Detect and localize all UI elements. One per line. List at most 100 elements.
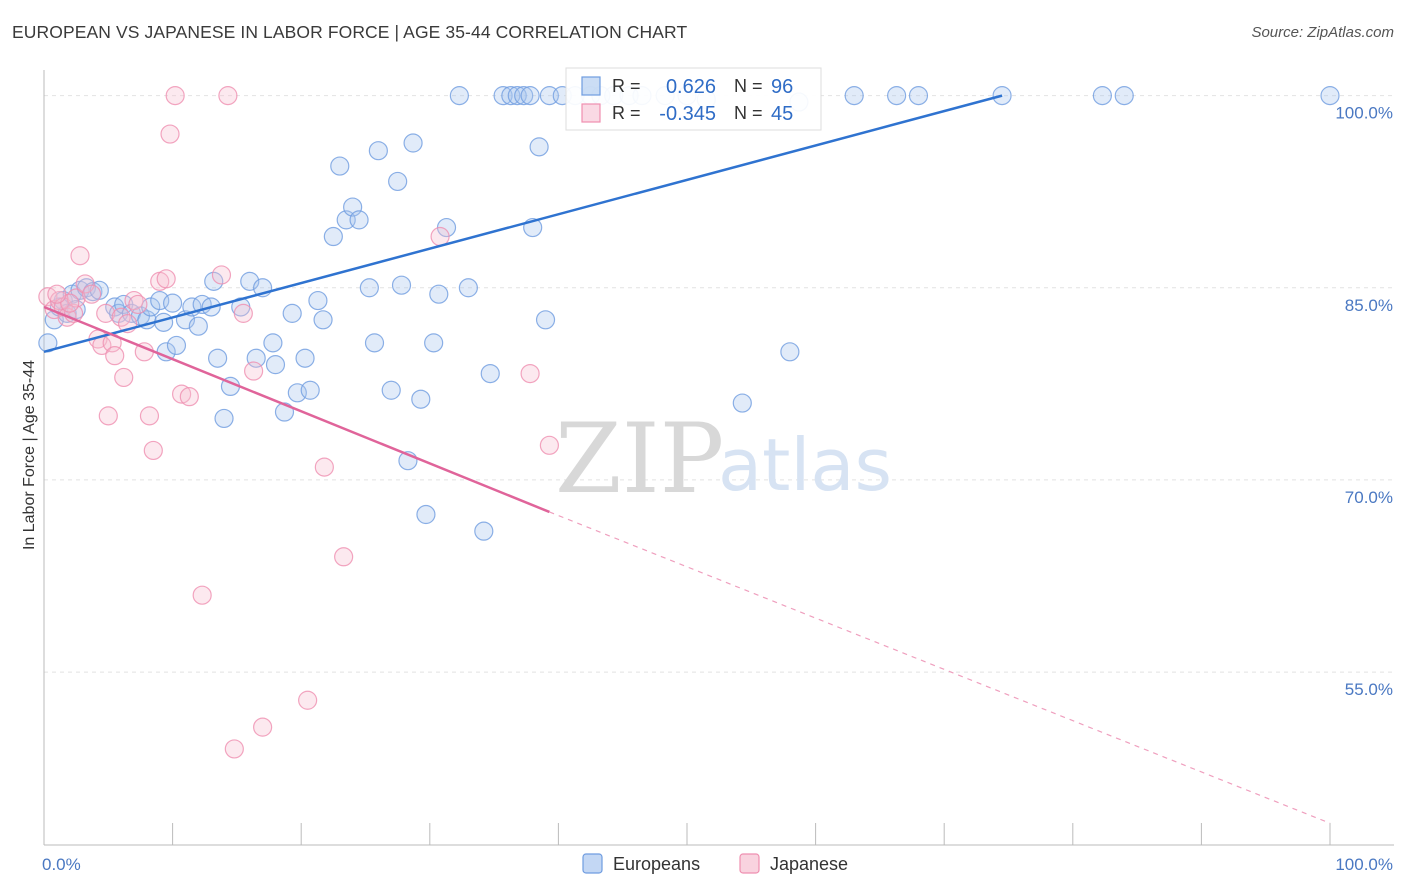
stats-legend-swatch [581, 76, 601, 96]
european-point [1092, 86, 1112, 106]
r-label: R = [612, 103, 641, 123]
european-point [214, 408, 234, 429]
european-point [308, 290, 328, 311]
european-point [1320, 86, 1340, 106]
japanese-point [139, 406, 160, 426]
european-point [514, 86, 534, 106]
european-point [429, 284, 449, 304]
y-tick-label: 85.0% [1345, 296, 1393, 315]
japanese-point [233, 303, 253, 323]
y-tick-label: 55.0% [1345, 680, 1393, 699]
x-tick-label: 0.0% [42, 855, 81, 874]
watermark-zip: ZIP [555, 403, 724, 515]
european-point [391, 275, 412, 295]
japanese-point [314, 457, 334, 477]
european-point [535, 310, 556, 330]
r-value: -0.345 [659, 103, 716, 125]
watermark-atlas: atlas [718, 423, 892, 507]
japanese-point [81, 284, 102, 304]
japanese-point [124, 290, 144, 311]
european-point [282, 303, 302, 323]
european-point [295, 348, 315, 368]
y-tick-label: 70.0% [1345, 488, 1393, 507]
japanese-point [539, 435, 559, 455]
japanese-trend-line [43, 305, 550, 514]
japanese-point [218, 86, 238, 106]
series-legend-swatch [739, 853, 760, 874]
stats-legend: R = 0.626 N = 96 R = -0.345 N = 45 [565, 67, 822, 131]
japanese-point [96, 303, 116, 323]
japanese-point [165, 86, 185, 106]
european-point [359, 278, 379, 298]
stats-legend-swatch [581, 103, 601, 123]
european-point [908, 86, 929, 106]
european-point [381, 380, 401, 400]
japanese-point [160, 124, 180, 144]
japanese-point [430, 226, 450, 247]
trend-lines [43, 94, 1331, 824]
series-legend: Europeans Japanese [582, 853, 848, 874]
series-legend-label: Japanese [770, 854, 848, 874]
n-label: N = [734, 103, 763, 123]
european-point [208, 348, 228, 368]
r-value: 0.626 [666, 76, 716, 98]
japanese-point [172, 384, 192, 404]
grid-lines [44, 95, 1394, 673]
european-point [263, 333, 283, 353]
japanese-point [192, 585, 212, 605]
stats-legend-frame [565, 67, 822, 131]
japanese-point [520, 363, 540, 384]
japanese-point [179, 387, 199, 407]
european-point [163, 293, 183, 313]
japanese-point [128, 294, 148, 315]
european-point [349, 210, 369, 230]
japanese-point [114, 367, 134, 388]
n-label: N = [734, 76, 763, 96]
european-point [780, 342, 800, 362]
r-label: R = [612, 76, 641, 96]
european-point [887, 86, 907, 106]
japanese-point [298, 690, 318, 710]
european-point [368, 141, 388, 161]
european-point [416, 504, 436, 525]
japanese-point [66, 288, 86, 308]
series-legend-swatch [582, 853, 603, 874]
european-point [458, 278, 478, 298]
european-point [330, 156, 350, 176]
european-point [323, 226, 343, 247]
european-point [493, 86, 513, 106]
european-point [474, 521, 494, 541]
japanese-point [253, 717, 273, 737]
japanese-point [47, 284, 67, 304]
japanese-point [156, 269, 176, 289]
european-point [529, 137, 549, 157]
japanese-point [244, 361, 264, 381]
european-trend-line [43, 94, 1003, 354]
european-point [166, 335, 187, 356]
axes [43, 70, 1394, 846]
european-point [364, 333, 385, 353]
japanese-point [75, 274, 95, 294]
european-point [520, 86, 540, 106]
european-point [313, 310, 333, 330]
x-tick-label: 100.0% [1335, 855, 1393, 874]
japanese-trend-extension [549, 511, 1331, 824]
european-point [449, 86, 469, 106]
japanese-point [143, 440, 163, 461]
european-point [844, 86, 864, 106]
japanese-point [211, 265, 232, 285]
european-point [403, 133, 423, 153]
japanese-point [70, 246, 90, 266]
watermark: ZIP atlas [555, 403, 892, 515]
european-point [480, 363, 500, 384]
source-label: Source: ZipAtlas.com [1251, 24, 1394, 41]
series-legend-label: Europeans [613, 854, 700, 874]
european-point [300, 380, 320, 400]
japanese-point [224, 739, 244, 759]
european-point [265, 355, 286, 375]
y-axis-title: In Labor Force | Age 35-44 [21, 360, 38, 550]
tick-labels: 100.0% 85.0% 70.0% 55.0% 0.0% 100.0% [42, 104, 1393, 874]
european-point [388, 171, 408, 192]
japanese-point [334, 547, 354, 567]
